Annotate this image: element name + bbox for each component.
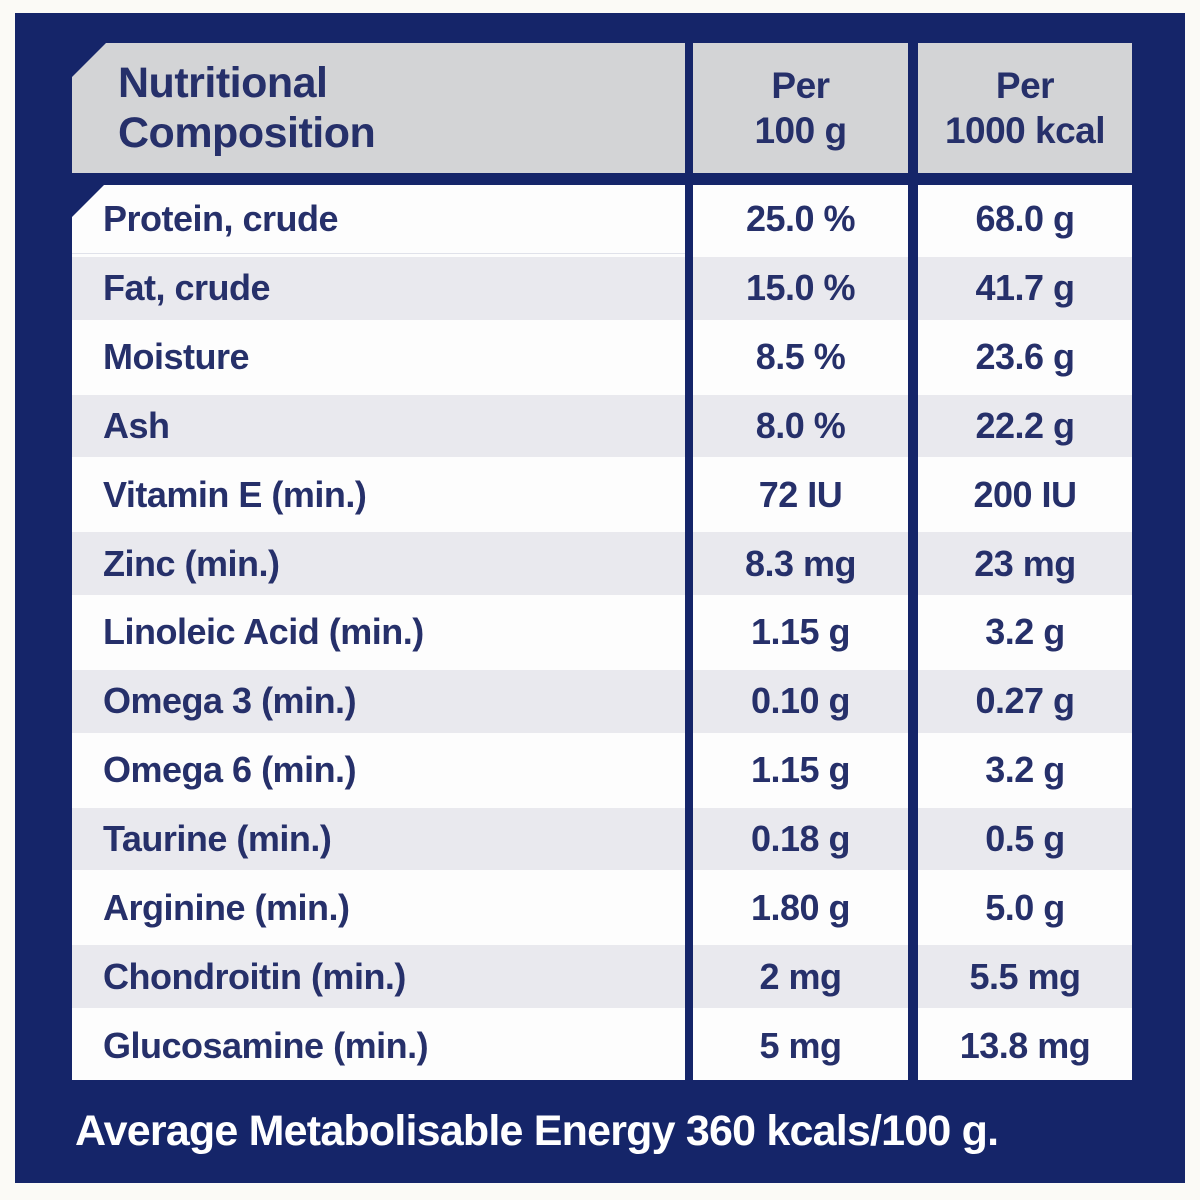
row-label: Chondroitin (min.) xyxy=(72,942,685,1012)
row-value-per-1000kcal: 3.2 g xyxy=(918,598,1132,667)
row-value-per-1000kcal: 22.2 g xyxy=(918,391,1132,461)
row-label: Fat, crude xyxy=(72,253,685,323)
row-value-per-100g: 8.5 % xyxy=(693,322,908,392)
row-label: Moisture xyxy=(72,322,685,392)
row-value-per-1000kcal: 23 mg xyxy=(918,529,1132,599)
nutrition-table: Nutritional Composition Per 100 g Per 10… xyxy=(72,43,1132,1080)
table-title-line-2: Composition xyxy=(118,109,376,157)
col-header-per-100g: Per 100 g xyxy=(693,43,908,173)
row-value-per-100g: 0.18 g xyxy=(693,804,908,874)
row-value-per-100g: 5 mg xyxy=(693,1011,908,1080)
row-value-per-100g: 2 mg xyxy=(693,942,908,1012)
row-value-per-100g: 15.0 % xyxy=(693,253,908,323)
row-label: Linoleic Acid (min.) xyxy=(72,598,685,667)
row-value-per-100g: 72 IU xyxy=(693,460,908,530)
row-value-per-1000kcal: 5.5 mg xyxy=(918,942,1132,1012)
row-value-per-1000kcal: 68.0 g xyxy=(918,185,1132,254)
row-value-per-100g: 1.15 g xyxy=(693,598,908,667)
row-label: Protein, crude xyxy=(72,185,685,254)
col-header-per-100g-line-2: 100 g xyxy=(754,110,847,151)
row-value-per-1000kcal: 0.5 g xyxy=(918,804,1132,874)
row-label: Glucosamine (min.) xyxy=(72,1011,685,1080)
col-header-per-1000kcal-line-2: 1000 kcal xyxy=(944,110,1106,151)
row-value-per-1000kcal: 0.27 g xyxy=(918,666,1132,736)
metabolisable-energy-note: Average Metabolisable Energy 360 kcals/1… xyxy=(75,1107,999,1155)
row-value-per-100g: 1.80 g xyxy=(693,873,908,943)
row-label: Ash xyxy=(72,391,685,461)
row-value-per-1000kcal: 200 IU xyxy=(918,460,1132,530)
col-header-per-100g-line-1: Per xyxy=(771,64,830,106)
nutrition-panel: Nutritional Composition Per 100 g Per 10… xyxy=(15,13,1185,1183)
row-label: Omega 3 (min.) xyxy=(72,666,685,736)
row-value-per-1000kcal: 41.7 g xyxy=(918,253,1132,323)
row-label: Vitamin E (min.) xyxy=(72,460,685,530)
row-value-per-1000kcal: 23.6 g xyxy=(918,322,1132,392)
row-label: Zinc (min.) xyxy=(72,529,685,599)
row-value-per-100g: 0.10 g xyxy=(693,666,908,736)
col-header-per-1000kcal: Per 1000 kcal xyxy=(918,43,1132,173)
row-label: Arginine (min.) xyxy=(72,873,685,943)
row-value-per-100g: 8.3 mg xyxy=(693,529,908,599)
col-header-per-1000kcal-line-1: Per xyxy=(995,64,1055,106)
row-value-per-100g: 1.15 g xyxy=(693,735,908,805)
row-value-per-1000kcal: 13.8 mg xyxy=(918,1011,1132,1080)
row-value-per-100g: 25.0 % xyxy=(693,185,908,254)
row-label: Omega 6 (min.) xyxy=(72,735,685,805)
row-value-per-1000kcal: 3.2 g xyxy=(918,735,1132,805)
row-value-per-100g: 8.0 % xyxy=(693,391,908,461)
table-title-line-1: Nutritional xyxy=(118,58,328,107)
table-title: Nutritional Composition xyxy=(72,43,685,173)
row-value-per-1000kcal: 5.0 g xyxy=(918,873,1132,943)
row-label: Taurine (min.) xyxy=(72,804,685,874)
